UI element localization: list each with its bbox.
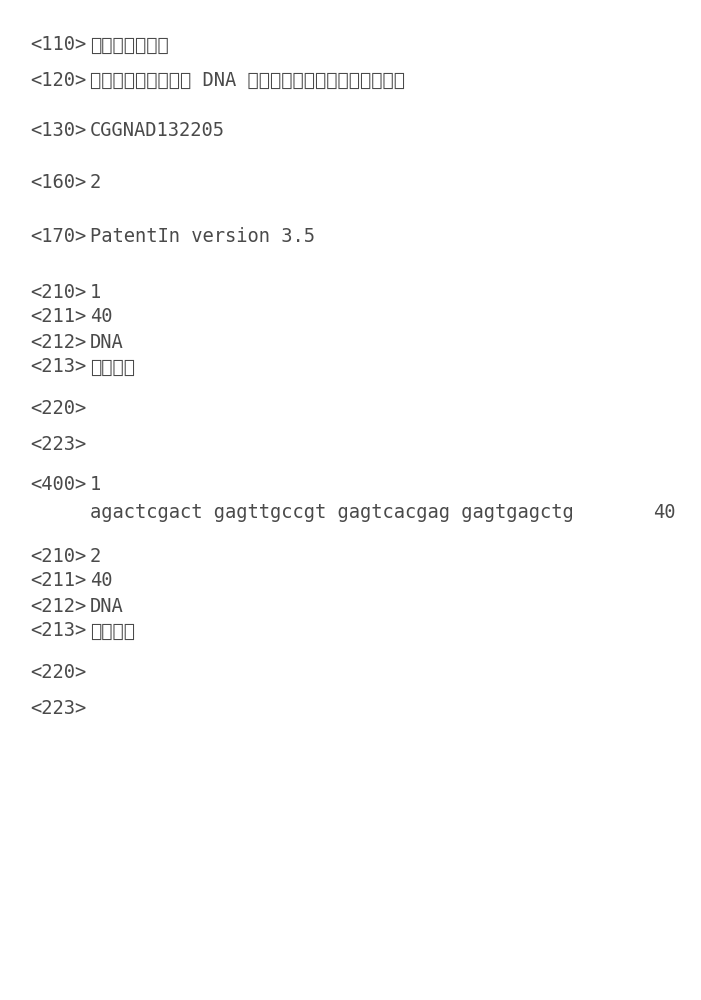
Text: 新疆农垃科学院: 新疆农垃科学院 — [90, 35, 169, 54]
Text: <223>: <223> — [30, 436, 86, 454]
Text: <210>: <210> — [30, 282, 86, 302]
Text: agactcgact gagttgccgt gagtcacgag gagtgagctg: agactcgact gagttgccgt gagtcacgag gagtgag… — [90, 502, 573, 522]
Text: 一种批量获得基因组 DNA 中差异位点及其侧翼序列的方法: 一种批量获得基因组 DNA 中差异位点及其侧翼序列的方法 — [90, 71, 405, 90]
Text: <160>: <160> — [30, 174, 86, 192]
Text: 40: 40 — [90, 308, 112, 326]
Text: 1: 1 — [90, 282, 101, 302]
Text: 2: 2 — [90, 546, 101, 565]
Text: 2: 2 — [90, 174, 101, 192]
Text: <212>: <212> — [30, 596, 86, 615]
Text: <211>: <211> — [30, 308, 86, 326]
Text: 人工序列: 人工序列 — [90, 358, 135, 376]
Text: <110>: <110> — [30, 35, 86, 54]
Text: <170>: <170> — [30, 228, 86, 246]
Text: CGGNAD132205: CGGNAD132205 — [90, 121, 225, 140]
Text: <211>: <211> — [30, 571, 86, 590]
Text: <213>: <213> — [30, 621, 86, 641]
Text: DNA: DNA — [90, 596, 124, 615]
Text: <212>: <212> — [30, 332, 86, 352]
Text: 40: 40 — [90, 571, 112, 590]
Text: 1: 1 — [90, 476, 101, 494]
Text: <220>: <220> — [30, 662, 86, 682]
Text: DNA: DNA — [90, 332, 124, 352]
Text: <213>: <213> — [30, 358, 86, 376]
Text: 40: 40 — [653, 502, 676, 522]
Text: PatentIn version 3.5: PatentIn version 3.5 — [90, 228, 315, 246]
Text: <400>: <400> — [30, 476, 86, 494]
Text: <220>: <220> — [30, 398, 86, 418]
Text: <120>: <120> — [30, 71, 86, 90]
Text: 人工序列: 人工序列 — [90, 621, 135, 641]
Text: <223>: <223> — [30, 700, 86, 718]
Text: <210>: <210> — [30, 546, 86, 565]
Text: <130>: <130> — [30, 121, 86, 140]
